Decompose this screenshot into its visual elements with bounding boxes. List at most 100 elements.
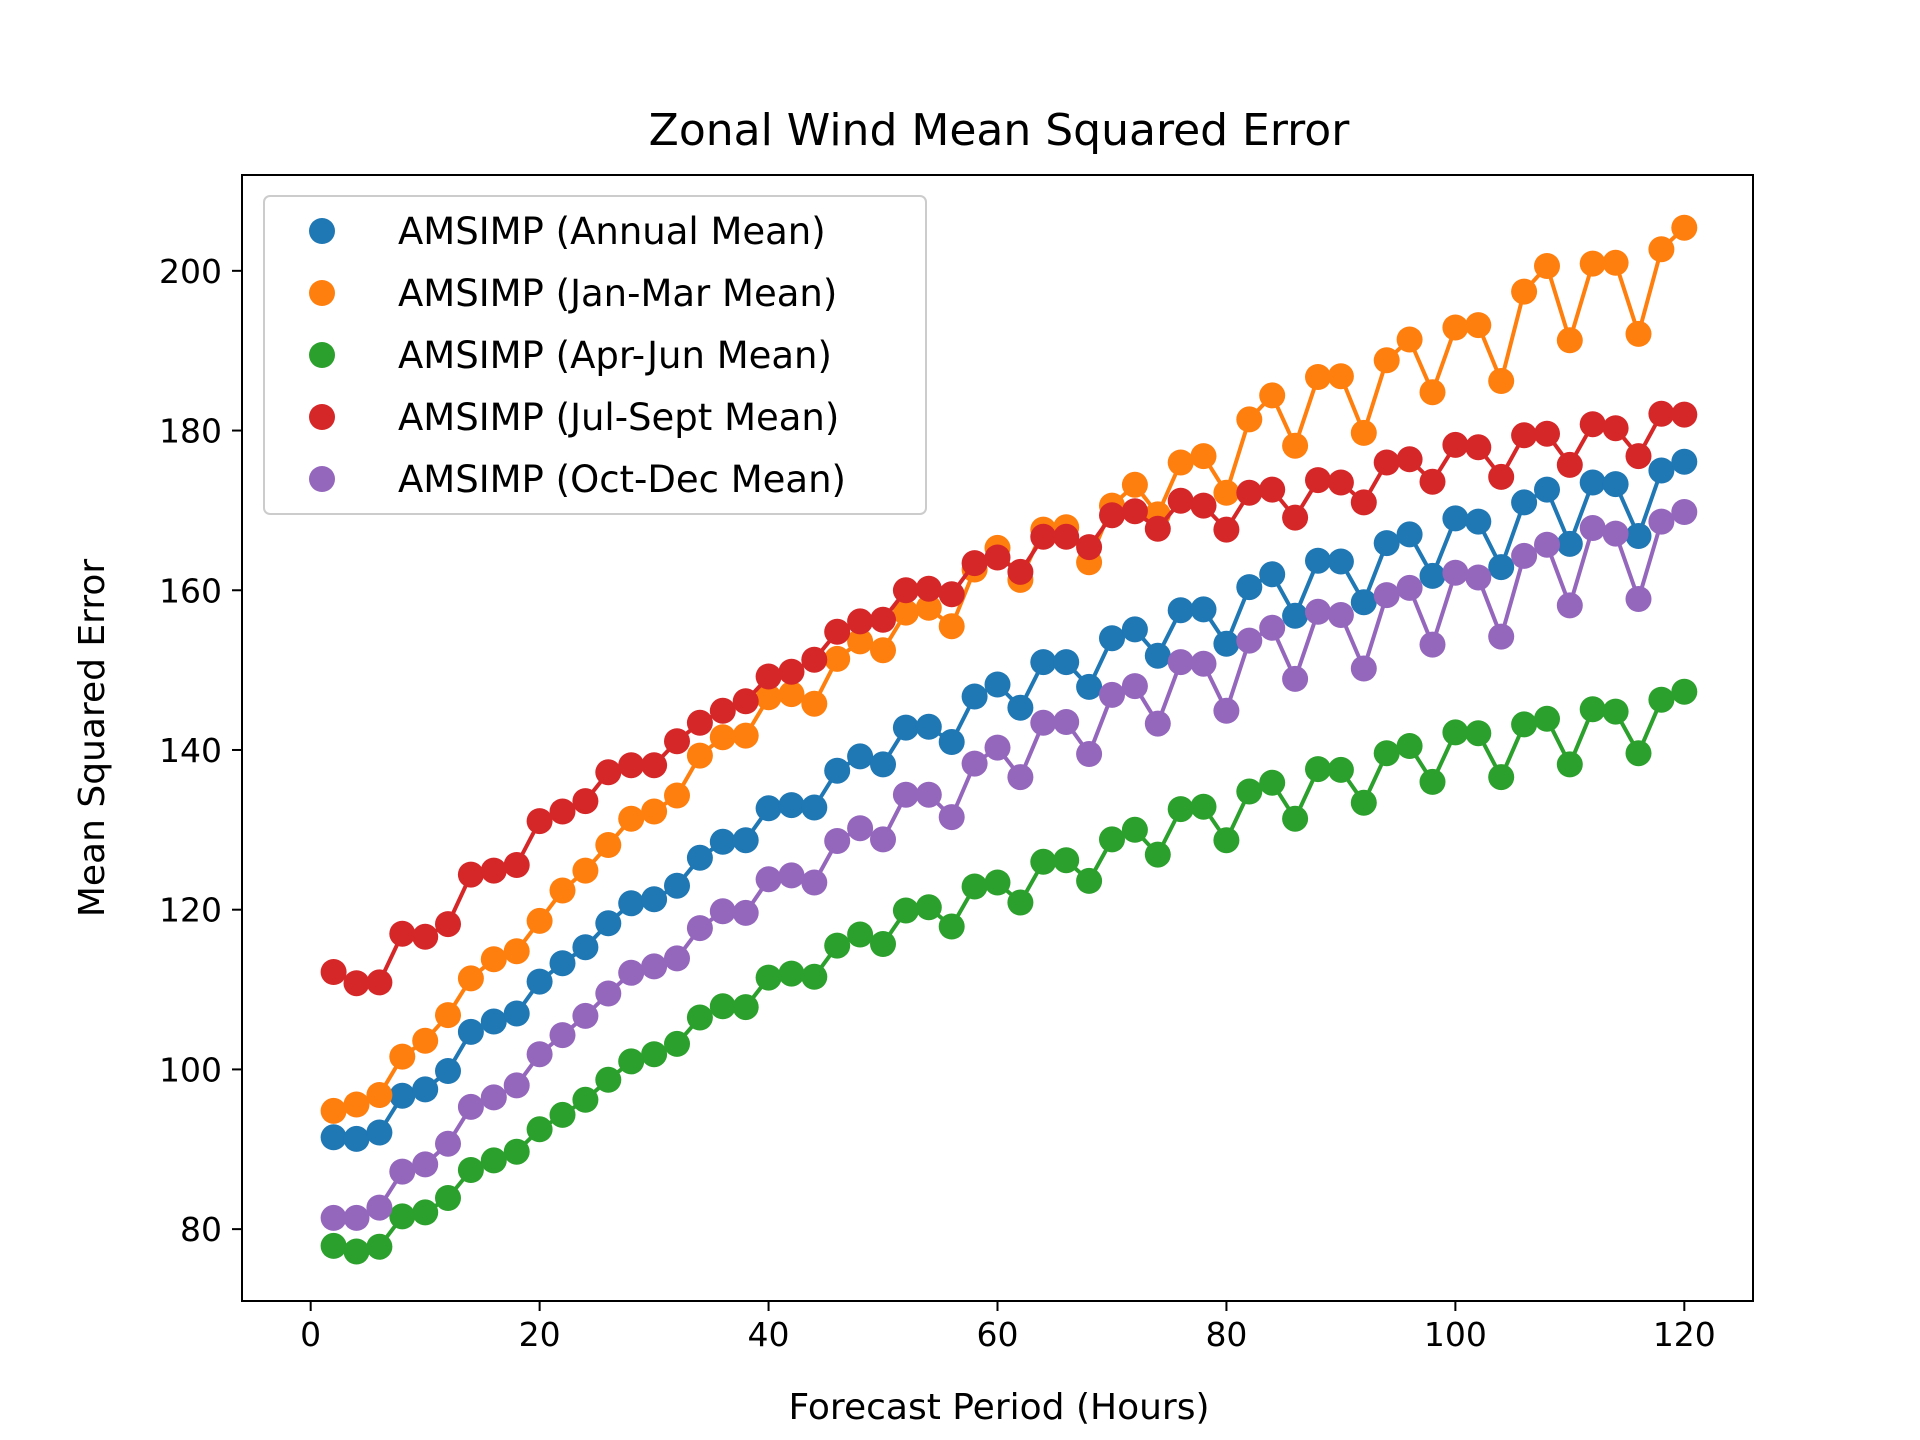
data-point — [549, 798, 576, 825]
data-point — [1213, 516, 1240, 543]
x-tick-label: 120 — [1653, 1315, 1716, 1354]
data-point — [480, 1084, 507, 1111]
data-point — [847, 921, 874, 948]
data-point — [366, 1233, 393, 1260]
data-point — [1099, 681, 1125, 708]
data-point — [984, 671, 1011, 698]
data-point — [1121, 816, 1148, 843]
data-point — [1282, 805, 1309, 832]
data-point — [595, 1066, 622, 1093]
data-point — [1305, 467, 1331, 494]
x-tick-label: 80 — [1205, 1315, 1247, 1354]
legend-marker — [309, 342, 335, 368]
data-point — [1648, 686, 1675, 713]
data-point — [1350, 655, 1377, 682]
data-point — [1121, 616, 1148, 643]
legend-label: AMSIMP (Apr-Jun Mean) — [398, 334, 832, 377]
data-point — [1099, 826, 1125, 853]
data-point — [1602, 415, 1629, 442]
data-point — [755, 684, 782, 711]
data-point — [1144, 515, 1171, 542]
data-point — [549, 950, 576, 977]
data-point — [1236, 627, 1263, 654]
data-point — [1076, 673, 1103, 700]
data-point — [1121, 498, 1148, 525]
data-point — [1282, 602, 1309, 629]
data-point — [1327, 363, 1354, 390]
data-point — [1167, 649, 1194, 676]
data-point — [1556, 592, 1583, 619]
legend-label: AMSIMP (Jul-Sept Mean) — [398, 396, 839, 439]
y-axis: 80 100 120 140 160 180 200 — [159, 252, 242, 1249]
data-point — [1190, 492, 1217, 519]
data-point — [526, 1041, 553, 1068]
data-point — [595, 759, 622, 786]
data-point — [1282, 432, 1309, 459]
data-point — [801, 794, 828, 821]
data-point — [343, 1238, 370, 1265]
legend-item: AMSIMP (Oct-Dec Mean) — [309, 458, 846, 501]
data-point — [709, 898, 736, 925]
data-point — [686, 1004, 713, 1031]
data-point — [778, 681, 805, 708]
data-point — [572, 934, 599, 961]
data-point — [732, 827, 759, 854]
data-point — [1465, 564, 1492, 591]
data-point — [938, 613, 965, 640]
chart-title: Zonal Wind Mean Squared Error — [649, 105, 1351, 156]
series-3 — [320, 678, 1698, 1265]
data-point — [664, 872, 690, 899]
data-point — [1396, 574, 1423, 601]
data-point — [892, 599, 919, 626]
data-point — [1030, 848, 1057, 875]
data-point — [915, 575, 942, 602]
data-point — [1671, 448, 1698, 475]
data-point — [1534, 253, 1560, 279]
data-point — [778, 960, 805, 987]
data-point — [892, 897, 919, 924]
data-point — [1579, 515, 1606, 541]
data-point — [1556, 751, 1583, 778]
data-point — [824, 757, 851, 784]
data-point — [755, 663, 782, 690]
data-point — [480, 946, 507, 973]
data-point — [1007, 764, 1034, 791]
data-point — [366, 969, 393, 996]
data-point — [1625, 586, 1652, 612]
data-point — [526, 808, 553, 835]
data-point — [1671, 401, 1698, 428]
data-point — [755, 964, 782, 991]
data-point — [1144, 710, 1171, 737]
data-point — [732, 994, 759, 1021]
legend-label: AMSIMP (Jan-Mar Mean) — [398, 272, 837, 315]
data-point — [457, 1157, 484, 1183]
data-point — [870, 751, 896, 778]
data-point — [938, 804, 965, 831]
data-point — [1167, 449, 1194, 476]
data-point — [961, 550, 988, 577]
data-point — [1625, 523, 1652, 549]
data-point — [1648, 457, 1675, 484]
data-point — [412, 1076, 439, 1103]
series-4 — [320, 400, 1698, 997]
data-point — [709, 724, 736, 751]
data-point — [457, 1093, 484, 1120]
data-point — [801, 690, 828, 717]
data-point — [412, 1199, 439, 1226]
data-point — [1511, 278, 1538, 305]
data-point — [1236, 479, 1263, 506]
data-point — [1213, 630, 1240, 657]
data-point — [1396, 521, 1423, 548]
data-point — [1648, 400, 1675, 427]
data-point — [1556, 451, 1583, 478]
data-point — [595, 832, 622, 858]
data-point — [1327, 548, 1354, 575]
data-point — [343, 970, 370, 997]
data-point — [343, 1091, 370, 1118]
legend-marker — [309, 280, 335, 306]
data-point — [1396, 733, 1423, 759]
x-tick-label: 100 — [1424, 1315, 1487, 1354]
data-point — [618, 959, 645, 986]
data-point — [1259, 382, 1286, 409]
data-point — [892, 781, 919, 808]
